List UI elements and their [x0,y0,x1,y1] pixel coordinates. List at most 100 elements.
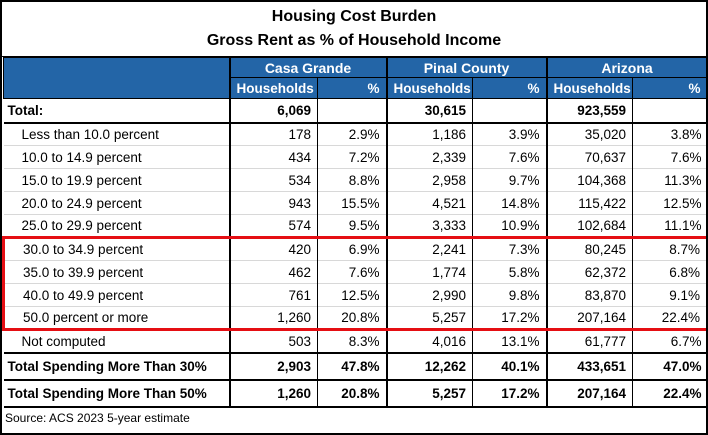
value-cell: 104,368 [546,168,633,192]
value-cell: 1,260 [229,378,318,408]
value-cell: 6.7% [632,329,706,353]
value-cell: 2,958 [386,168,473,192]
value-cell: 923,559 [546,98,633,124]
value-cell: 2,990 [386,283,473,307]
value-cell: 6.9% [317,236,388,261]
table-row: Total: 6,069 30,615 923,559 [3,98,706,124]
table-row: 15.0 to 19.9 percent 534 8.8% 2,958 9.7% 104,… [3,168,706,192]
value-cell: 22.4% [632,306,706,331]
page-subtitle: Gross Rent as % of Household Income [206,32,502,50]
value-cell: 6,069 [229,98,318,124]
value-cell: 5,257 [386,306,473,331]
value-cell: 8.8% [317,168,388,192]
value-cell: 7.6% [472,145,548,169]
col-header-pinal-county-percent: % [472,77,548,99]
value-cell: 20.8% [317,378,388,408]
table-row: 10.0 to 14.9 percent 434 7.2% 2,339 7.6% 70,6… [3,145,706,169]
value-cell: 8.7% [632,236,706,261]
value-cell: 2.9% [317,122,388,146]
row-label: 35.0 to 39.9 percent [2,260,231,284]
value-cell: 4,521 [386,191,473,215]
row-label: 30.0 to 34.9 percent [2,236,231,261]
value-cell: 9.7% [472,168,548,192]
table-row: Not computed 503 8.3% 4,016 13.1% 61,777 6.7% [3,329,706,353]
value-cell: 13.1% [472,329,548,353]
value-cell: 15.5% [317,191,388,215]
page-title: Housing Cost Burden [271,8,437,26]
value-cell: 1,260 [229,306,318,331]
value-cell: 5,257 [386,378,473,408]
value-cell: 30,615 [386,98,473,124]
value-cell: 207,164 [546,378,633,408]
housing-cost-table: Casa Grande Pinal County Arizona Househo… [2,57,706,408]
col-header-casa-grande-households: Households [229,77,318,99]
table-row: 20.0 to 24.9 percent 943 15.5% 4,521 14.8% 11… [3,191,706,215]
col-header-arizona-households: Households [546,77,633,99]
row-label: 50.0 percent or more [2,306,231,331]
value-cell: 574 [229,214,318,238]
table-row: Total Spending More Than 50% 1,260 20.8% 5,… [3,378,706,408]
value-cell: 7.6% [317,260,388,284]
value-cell: 12,262 [386,351,473,380]
value-cell: 1,186 [386,122,473,146]
group-header-casa-grande: Casa Grande [229,57,388,78]
table-row: Less than 10.0 percent 178 2.9% 1,186 3.9% 35… [3,122,706,146]
row-label: 25.0 to 29.9 percent [3,214,231,238]
table-row: 50.0 percent or more 1,260 20.8% 5,257 17.2%… [2,306,706,331]
value-cell: 7.2% [317,145,388,169]
table-row: 40.0 to 49.9 percent 761 12.5% 2,990 9.8% 83,… [2,283,706,307]
row-label: Total Spending More Than 30% [3,351,231,380]
value-cell: 40.1% [472,351,548,380]
col-header-casa-grande-percent: % [317,77,388,99]
value-cell: 2,241 [386,236,473,261]
value-cell: 761 [229,283,318,307]
value-cell: 3.9% [472,122,548,146]
value-cell: 22.4% [632,378,706,408]
row-label: 40.0 to 49.9 percent [2,283,231,307]
value-cell: 420 [229,236,318,261]
value-cell: 62,372 [546,260,633,284]
group-header-pinal-county: Pinal County [386,57,548,78]
value-cell: 9.5% [317,214,388,238]
sub-header-row: Households % Households % Households % [4,77,706,99]
value-cell: 943 [229,191,318,215]
value-cell: 12.5% [632,191,706,215]
value-cell: 80,245 [546,236,633,261]
value-cell: 5.8% [472,260,548,284]
value-cell: 434 [229,145,318,169]
table-row: 25.0 to 29.9 percent 574 9.5% 3,333 10.9% 102… [3,214,706,238]
table-row: 35.0 to 39.9 percent 462 7.6% 1,774 5.8% 62,3… [2,260,706,284]
value-cell: 2,339 [386,145,473,169]
value-cell: 207,164 [546,306,633,331]
table-body: Total: 6,069 30,615 923,559 Less than 10.0 p… [2,98,706,408]
row-label: 10.0 to 14.9 percent [3,145,231,169]
value-cell [317,98,388,124]
row-label: 20.0 to 24.9 percent [3,191,231,215]
row-label: Less than 10.0 percent [3,122,231,146]
group-header-arizona: Arizona [546,57,706,78]
value-cell: 61,777 [546,329,633,353]
group-header-row: Casa Grande Pinal County Arizona [3,57,706,99]
value-cell: 534 [229,168,318,192]
value-cell: 178 [229,122,318,146]
value-cell: 4,016 [386,329,473,353]
value-cell: 462 [229,260,318,284]
value-cell: 14.8% [472,191,548,215]
value-cell: 503 [229,329,318,353]
value-cell: 17.2% [472,306,548,331]
value-cell: 70,637 [546,145,633,169]
value-cell: 11.3% [632,168,706,192]
value-cell: 3,333 [386,214,473,238]
value-cell: 83,870 [546,283,633,307]
value-cell: 9.1% [632,283,706,307]
value-cell: 17.2% [472,378,548,408]
value-cell: 102,684 [546,214,633,238]
value-cell: 12.5% [317,283,388,307]
value-cell: 6.8% [632,260,706,284]
value-cell: 47.8% [317,351,388,380]
value-cell: 115,422 [546,191,633,215]
row-label: 15.0 to 19.9 percent [3,168,231,192]
value-cell: 9.8% [472,283,548,307]
col-header-arizona-percent: % [632,77,706,99]
